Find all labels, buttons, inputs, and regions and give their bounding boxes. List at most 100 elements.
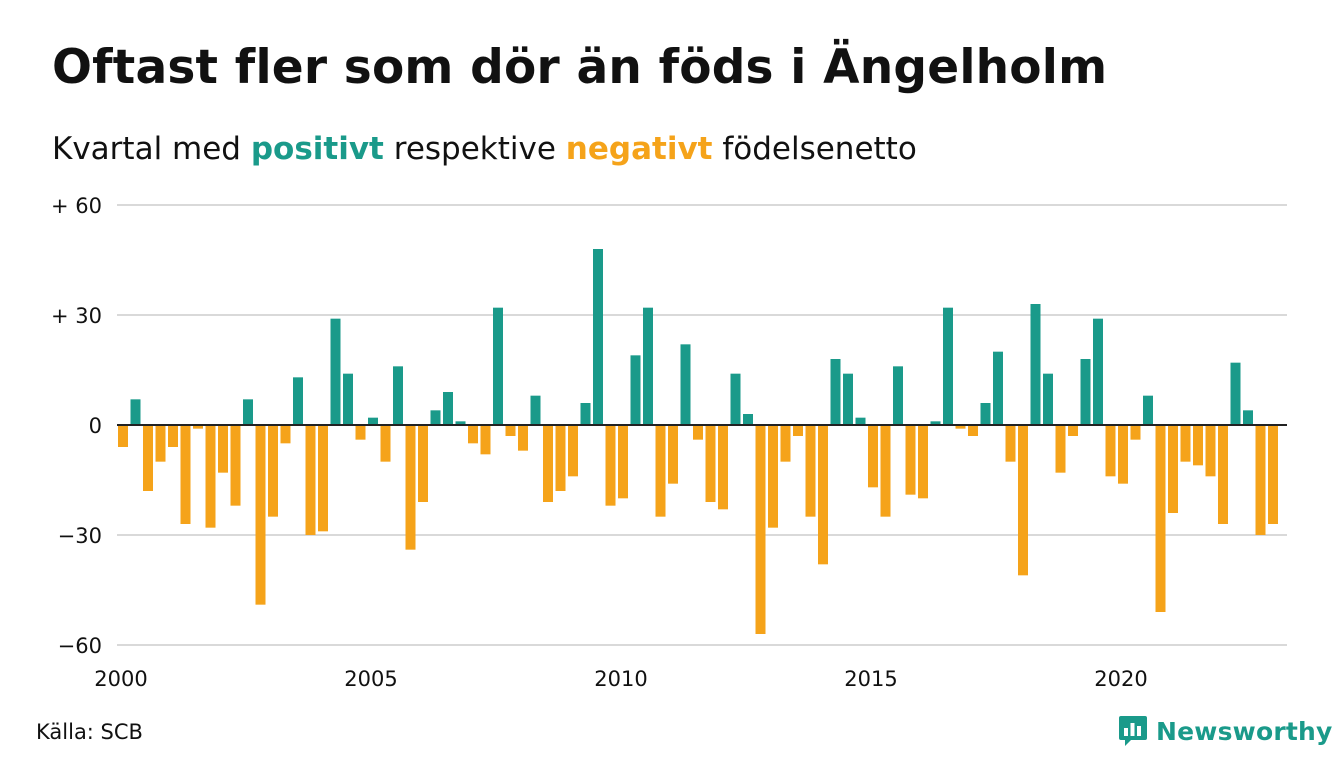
bar xyxy=(1055,425,1066,473)
bar xyxy=(655,425,666,517)
bar xyxy=(743,414,753,425)
bar xyxy=(818,425,828,565)
bar xyxy=(343,373,353,425)
bar xyxy=(155,425,166,462)
x-tick-label: 2020 xyxy=(1094,667,1147,691)
subtitle-middle: respektive xyxy=(393,131,556,167)
bar xyxy=(143,425,153,491)
y-tick-label: + 60 xyxy=(51,194,102,218)
bar xyxy=(630,355,641,425)
bar xyxy=(605,425,616,506)
y-tick-label: 0 xyxy=(89,414,102,438)
bar xyxy=(355,425,366,440)
bar xyxy=(230,425,241,506)
bar xyxy=(555,425,566,491)
bar xyxy=(593,249,603,425)
y-tick-label: −60 xyxy=(58,634,102,658)
chart-subtitle: Kvartal med positivt respektive negativt… xyxy=(52,131,917,167)
bar xyxy=(805,425,816,517)
bar xyxy=(543,425,553,502)
x-tick-label: 2000 xyxy=(94,667,147,691)
bar xyxy=(180,425,191,524)
bar xyxy=(268,425,278,517)
bar xyxy=(1018,425,1028,576)
bar xyxy=(1255,425,1266,535)
source-note: Källa: SCB xyxy=(36,720,143,744)
bar xyxy=(118,425,128,447)
bar xyxy=(1068,425,1078,436)
bar xyxy=(455,421,466,425)
bar xyxy=(980,403,991,425)
bar-layer xyxy=(118,249,1278,634)
bar xyxy=(718,425,728,510)
bar xyxy=(843,373,853,425)
bar xyxy=(705,425,716,502)
bar xyxy=(1130,425,1141,440)
bar xyxy=(918,425,928,499)
bar xyxy=(1105,425,1116,477)
y-tick-label: + 30 xyxy=(51,304,102,328)
bar xyxy=(243,399,253,425)
x-tick-label: 2010 xyxy=(594,667,647,691)
bar xyxy=(893,366,903,425)
x-tick-label: 2015 xyxy=(844,667,897,691)
bar xyxy=(668,425,678,484)
bar xyxy=(305,425,316,535)
bar xyxy=(1205,425,1216,477)
bar xyxy=(218,425,228,473)
x-tick-label: 2005 xyxy=(344,667,397,691)
axis-layer: + 60 + 30 0 −30 −60 2000 2005 2010 2015 2020 xyxy=(51,194,1287,691)
bar xyxy=(1243,410,1253,425)
bar xyxy=(405,425,416,550)
bar xyxy=(130,399,141,425)
bar xyxy=(755,425,766,634)
bar xyxy=(493,307,503,425)
bar xyxy=(318,425,328,532)
bar xyxy=(443,392,453,425)
bar xyxy=(168,425,178,447)
bar xyxy=(1143,395,1153,425)
bar xyxy=(418,425,428,502)
brand-name: Newsworthy xyxy=(1156,716,1333,746)
bar xyxy=(505,425,516,436)
bar xyxy=(955,425,966,429)
bar xyxy=(768,425,778,528)
bar xyxy=(518,425,528,451)
bar xyxy=(1118,425,1128,484)
bar xyxy=(255,425,266,605)
subtitle-positive: positivt xyxy=(250,131,384,167)
bar xyxy=(280,425,291,444)
bar xyxy=(793,425,803,436)
bar xyxy=(1218,425,1228,524)
bar xyxy=(480,425,491,455)
bar xyxy=(730,373,741,425)
bar xyxy=(1193,425,1203,466)
bar xyxy=(780,425,791,462)
bar xyxy=(930,421,941,425)
bar xyxy=(1030,304,1041,425)
chart-title: Oftast fler som dör än föds i Ängelholm xyxy=(52,40,1108,95)
bar xyxy=(855,417,866,425)
bar xyxy=(293,377,303,425)
bar xyxy=(393,366,403,425)
bar xyxy=(568,425,578,477)
subtitle-negative: negativt xyxy=(565,131,713,167)
bar xyxy=(943,307,953,425)
bar xyxy=(530,395,541,425)
bar xyxy=(968,425,978,436)
bar xyxy=(993,351,1003,425)
bar xyxy=(1268,425,1278,524)
bar xyxy=(430,410,441,425)
bar xyxy=(830,359,841,425)
bar xyxy=(205,425,216,528)
bar xyxy=(868,425,878,488)
bar xyxy=(905,425,916,495)
bar xyxy=(380,425,391,462)
bar xyxy=(1043,373,1053,425)
bar xyxy=(1230,362,1241,425)
bar xyxy=(330,318,341,425)
bar xyxy=(1005,425,1016,462)
bar xyxy=(1155,425,1166,612)
subtitle-prefix: Kvartal med xyxy=(52,131,241,167)
